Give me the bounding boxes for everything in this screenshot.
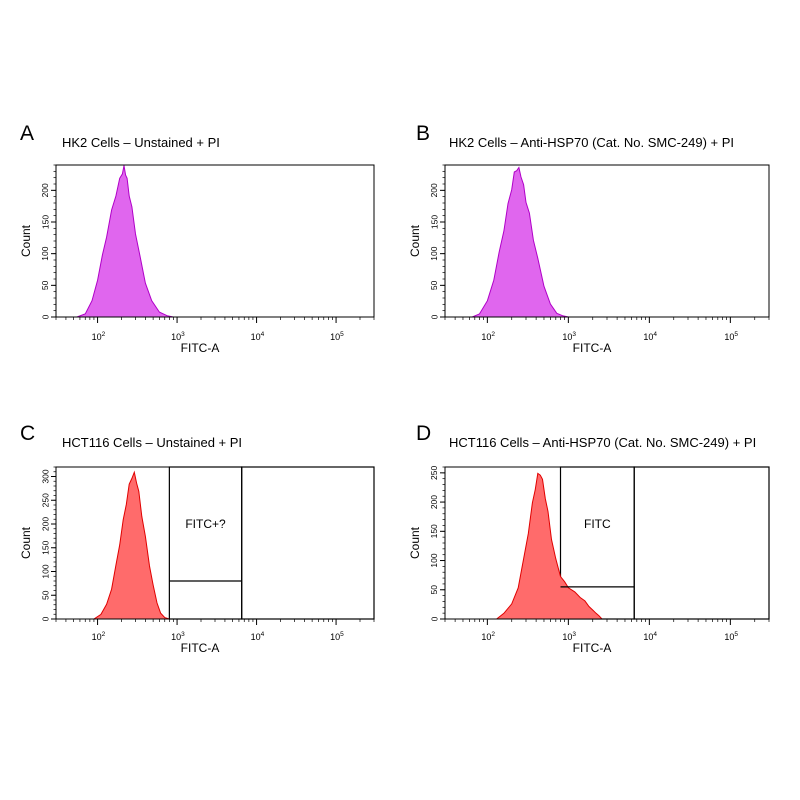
panel-a-ytick-label: 100 <box>40 246 50 260</box>
panel-b-ytick-label: 0 <box>429 314 439 319</box>
panel-c-plot-area <box>56 467 374 619</box>
panel-d-title: HCT116 Cells – Anti-HSP70 (Cat. No. SMC-… <box>449 435 756 450</box>
panel-d-ylabel: Count <box>408 526 422 559</box>
panel-d-xtick-label: 102 <box>481 631 495 642</box>
panel-d-ytick-label: 150 <box>429 524 439 538</box>
panel-c-ytick-label: 0 <box>40 616 50 621</box>
panel-c-ytick-label: 100 <box>40 564 50 578</box>
panel-b-ytick-label: 150 <box>429 215 439 229</box>
panel-a-xtick-label: 105 <box>330 331 344 342</box>
panel-d: D HCT116 Cells – Anti-HSP70 (Cat. No. SMC… <box>408 422 770 655</box>
panel-b-ylabel: Count <box>408 224 422 257</box>
panel-c-ytick-label: 150 <box>40 540 50 554</box>
panel-d-ytick-label: 100 <box>429 553 439 567</box>
panel-c-xtick-label: 103 <box>171 631 185 642</box>
panel-d-ytick-label: 0 <box>429 616 439 621</box>
panel-c-ytick-label: 50 <box>40 590 50 600</box>
panel-c-xlabel: FITC-A <box>181 641 220 655</box>
panel-d-xlabel: FITC-A <box>573 641 612 655</box>
panel-c-ytick-label: 200 <box>40 517 50 531</box>
panel-a-ytick-label: 150 <box>40 215 50 229</box>
panel-a-xtick-label: 102 <box>92 331 106 342</box>
panel-b-ytick-label: 50 <box>429 280 439 290</box>
panel-c-title: HCT116 Cells – Unstained + PI <box>62 435 242 450</box>
panel-d-xtick-label: 105 <box>724 631 738 642</box>
panel-a-ytick-label: 0 <box>40 314 50 319</box>
panel-b: B HK2 Cells – Anti-HSP70 (Cat. No. SMC-24… <box>408 122 770 355</box>
panel-c-ytick-label: 250 <box>40 493 50 507</box>
panel-c-gate-label: FITC+? <box>185 517 226 531</box>
panel-a-ytick-label: 200 <box>40 183 50 197</box>
panel-c: C HCT116 Cells – Unstained + PI FITC+? 0 50 1… <box>19 422 375 655</box>
panel-a-ytick-label: 50 <box>40 280 50 290</box>
panel-b-letter: B <box>416 122 430 145</box>
panel-a-title: HK2 Cells – Unstained + PI <box>62 135 220 150</box>
panel-d-histogram <box>495 472 604 620</box>
panel-a-letter: A <box>20 122 34 145</box>
panel-a-histogram <box>76 165 174 318</box>
panel-d-xtick-label: 104 <box>643 631 657 642</box>
panel-d-ytick-label: 50 <box>429 585 439 595</box>
panel-c-xtick-label: 105 <box>330 631 344 642</box>
panel-b-ytick-label: 200 <box>429 183 439 197</box>
panel-b-xlabel: FITC-A <box>573 341 612 355</box>
panel-c-xtick-label: 102 <box>92 631 106 642</box>
panel-d-plot-area <box>445 467 769 619</box>
panel-b-xtick-label: 104 <box>643 331 657 342</box>
panel-b-xtick-label: 102 <box>481 331 495 342</box>
panel-a-ylabel: Count <box>19 224 33 257</box>
panel-b-title: HK2 Cells – Anti-HSP70 (Cat. No. SMC-249… <box>449 135 734 150</box>
panel-d-ytick-label: 250 <box>429 465 439 479</box>
panel-a-xtick-label: 103 <box>171 331 185 342</box>
panel-b-xtick-label: 105 <box>724 331 738 342</box>
panel-d-xtick-label: 103 <box>562 631 576 642</box>
panel-a: A HK2 Cells – Unstained + PI 0 50 100 150 200 C… <box>19 122 375 355</box>
panel-d-ytick-label: 200 <box>429 495 439 509</box>
panel-b-xtick-label: 103 <box>562 331 576 342</box>
panel-c-xtick-label: 104 <box>251 631 265 642</box>
panel-d-letter: D <box>416 422 431 445</box>
panel-c-ytick-label: 300 <box>40 469 50 483</box>
panel-d-gate-label: FITC <box>584 517 611 531</box>
panel-b-ytick-label: 100 <box>429 246 439 260</box>
panel-a-xlabel: FITC-A <box>181 341 220 355</box>
panel-b-histogram <box>472 166 569 318</box>
panel-c-letter: C <box>20 422 35 445</box>
panel-c-ylabel: Count <box>19 526 33 559</box>
panel-a-xtick-label: 104 <box>251 331 265 342</box>
panel-c-histogram <box>92 470 170 620</box>
